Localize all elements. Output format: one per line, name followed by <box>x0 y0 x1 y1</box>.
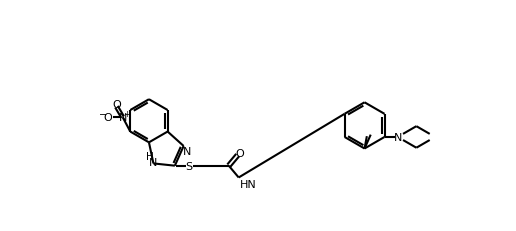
Text: +: + <box>123 109 130 118</box>
Text: O: O <box>104 113 112 123</box>
Text: N: N <box>394 132 402 142</box>
Text: N: N <box>119 113 127 123</box>
Text: H: H <box>147 151 154 161</box>
Text: O: O <box>112 99 121 109</box>
Text: N: N <box>149 157 157 167</box>
Text: O: O <box>236 148 245 158</box>
Text: S: S <box>185 161 192 171</box>
Text: −: − <box>99 109 107 120</box>
Text: HN: HN <box>240 179 257 189</box>
Text: N: N <box>183 147 191 157</box>
